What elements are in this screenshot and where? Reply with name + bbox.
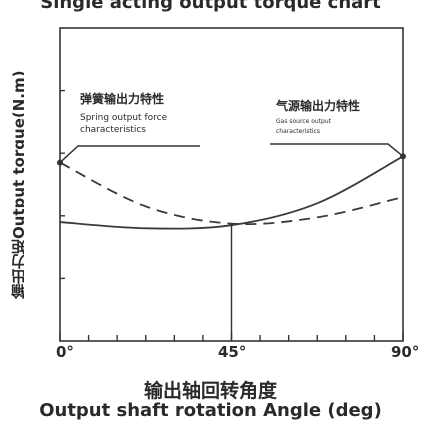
x-axis-label-cn: 输出轴回转角度 — [143, 380, 277, 402]
gas-label-en-2: characteristics — [276, 128, 320, 135]
x-axis-label-en: Output shaft rotation Angle (deg) — [39, 400, 382, 421]
gas-output-curve — [59, 155, 404, 230]
series-layer — [59, 155, 404, 341]
gas-leader-line — [270, 143, 404, 157]
x-tick-label-45: 45° — [218, 343, 246, 361]
x-tick-labels: 0° 45° 90° — [56, 343, 419, 361]
series-labels: 弹簧输出力特性 Spring output force characterist… — [80, 91, 360, 135]
spring-leader-line — [59, 145, 200, 164]
gas-end-dot — [400, 153, 406, 160]
chart-title: Single acting output torque chart — [40, 0, 381, 13]
legend-leaders — [57, 143, 406, 166]
gas-label-cn: 气源输出力特性 — [275, 98, 360, 113]
spring-label-en-1: Spring output force — [80, 113, 168, 123]
gas-label-en-1: Gas source output — [276, 118, 332, 125]
x-tick-label-90: 90° — [391, 343, 419, 361]
x-tick-label-0: 0° — [56, 343, 74, 361]
spring-label-cn: 弹簧输出力特性 — [80, 91, 164, 106]
spring-start-dot — [57, 159, 63, 166]
spring-output-curve — [59, 161, 404, 226]
spring-label-en-2: characteristics — [80, 125, 146, 135]
